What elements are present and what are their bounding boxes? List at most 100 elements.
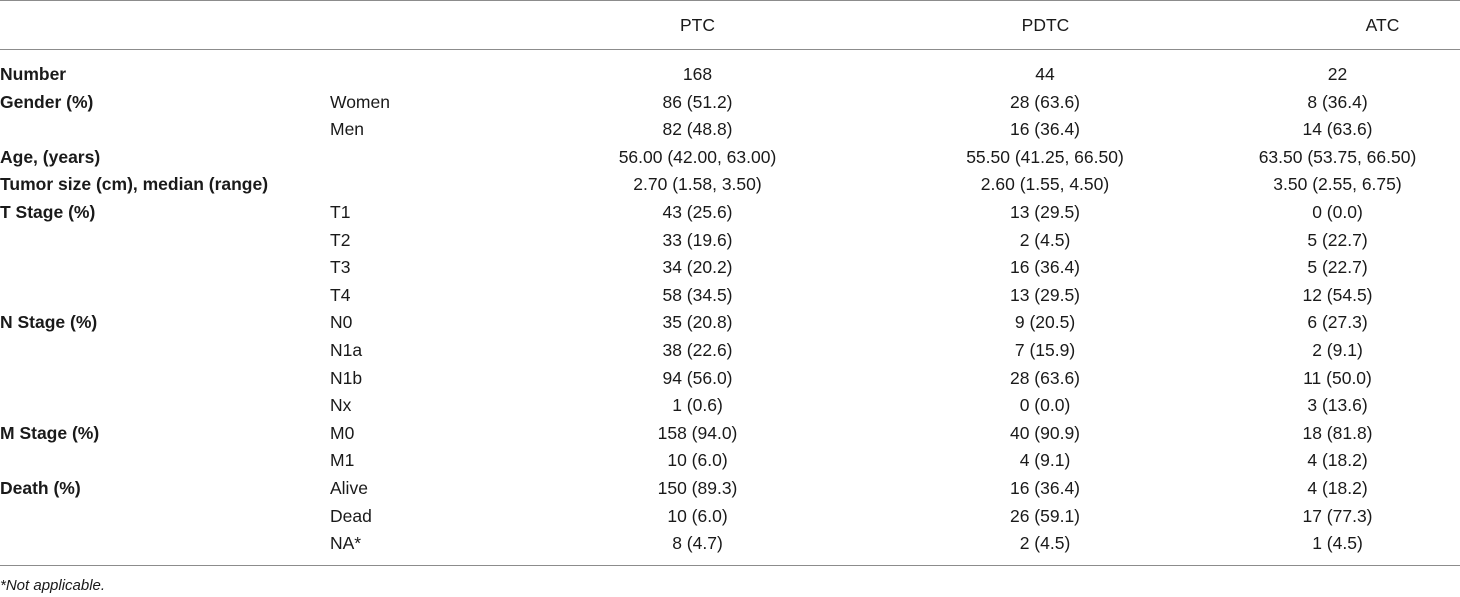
subgroup-cell: N1b <box>330 367 363 388</box>
pdtc-value-cell: 55.50 (41.25, 66.50) <box>966 146 1124 167</box>
subgroup-cell: M0 <box>330 422 355 443</box>
ptc-value-cell: 58 (34.5) <box>662 284 733 305</box>
subgroup-cell: T4 <box>330 284 351 305</box>
ptc-value-cell: 8 (4.7) <box>672 533 723 554</box>
variable-cell <box>0 337 330 365</box>
pdtc-value-cell: 16 (36.4) <box>1009 119 1081 140</box>
table-row: N1b 94 (56.0) 28 (63.6) 11 (50.0) <box>0 365 1460 393</box>
atc-value-cell: 4 (18.2) <box>1307 477 1368 498</box>
pdtc-value-cell: 28 (63.6) <box>1009 91 1081 112</box>
column-header-ptc: PTC <box>680 15 715 35</box>
subgroup-cell: Dead <box>330 505 372 526</box>
variable-cell: Number <box>0 64 67 84</box>
table-row: Age, (years) 56.00 (42.00, 63.00) 55.50 (4… <box>0 144 1460 172</box>
table-row: T4 58 (34.5) 13 (29.5) 12 (54.5) <box>0 282 1460 310</box>
variable-cell: Tumor size (cm), median (range) <box>0 174 269 195</box>
ptc-value-cell: 168 <box>682 64 713 84</box>
subgroup-cell: N0 <box>330 312 353 333</box>
variable-cell: Age, (years) <box>0 146 101 167</box>
atc-value-cell: 3 (13.6) <box>1307 395 1368 416</box>
ptc-value-cell: 158 (94.0) <box>657 422 738 443</box>
atc-value-cell: 5 (22.7) <box>1307 229 1368 250</box>
variable-cell <box>0 447 330 475</box>
pdtc-value-cell: 28 (63.6) <box>1009 367 1081 388</box>
subgroup-cell: T3 <box>330 257 351 278</box>
table-header-rule <box>0 49 1460 50</box>
ptc-value-cell: 33 (19.6) <box>662 229 733 250</box>
variable-cell <box>0 503 330 531</box>
subgroup-cell: Alive <box>330 477 368 498</box>
variable-cell: M Stage (%) <box>0 422 100 443</box>
atc-value-cell: 3.50 (2.55, 6.75) <box>1273 174 1402 195</box>
table-bottom-rule <box>0 565 1460 566</box>
subgroup-cell: Men <box>330 119 365 140</box>
ptc-value-cell: 86 (51.2) <box>662 91 733 112</box>
pdtc-value-cell: 4 (9.1) <box>1019 450 1071 471</box>
table-row: T3 34 (20.2) 16 (36.4) 5 (22.7) <box>0 254 1460 282</box>
column-header-atc: ATC <box>1365 15 1400 35</box>
subgroup-cell <box>330 144 520 172</box>
atc-value-cell: 2 (9.1) <box>1312 339 1363 360</box>
table-row: N Stage (%) N0 35 (20.8) 9 (20.5) 6 (27.3) <box>0 309 1460 337</box>
pdtc-value-cell: 44 <box>1035 64 1055 84</box>
atc-value-cell: 8 (36.4) <box>1307 91 1368 112</box>
table-row: Dead 10 (6.0) 26 (59.1) 17 (77.3) <box>0 503 1460 531</box>
variable-cell <box>0 254 330 282</box>
table-row: Gender (%) Women 86 (51.2) 28 (63.6) 8 (36.4… <box>0 89 1460 117</box>
ptc-value-cell: 10 (6.0) <box>667 505 728 526</box>
pdtc-value-cell: 9 (20.5) <box>1014 312 1076 333</box>
table-row: Nx 1 (0.6) 0 (0.0) 3 (13.6) <box>0 392 1460 420</box>
pdtc-value-cell: 7 (15.9) <box>1014 339 1076 360</box>
variable-cell: Gender (%) <box>0 91 94 112</box>
atc-value-cell: 17 (77.3) <box>1302 505 1373 526</box>
ptc-value-cell: 150 (89.3) <box>657 477 738 498</box>
pdtc-value-cell: 2.60 (1.55, 4.50) <box>980 174 1110 195</box>
data-table: Number 168 44 22 Gender (%) Women 86 (51.2) 28 … <box>0 61 1460 558</box>
ptc-value-cell: 2.70 (1.58, 3.50) <box>633 174 762 195</box>
table-row: Men 82 (48.8) 16 (36.4) 14 (63.6) <box>0 116 1460 144</box>
pdtc-value-cell: 13 (29.5) <box>1009 201 1081 222</box>
pdtc-value-cell: 16 (36.4) <box>1009 477 1081 498</box>
atc-value-cell: 12 (54.5) <box>1302 284 1373 305</box>
ptc-value-cell: 10 (6.0) <box>667 450 728 471</box>
table-top-rule <box>0 0 1460 1</box>
table-row: Number 168 44 22 <box>0 61 1460 89</box>
subgroup-cell <box>330 171 520 199</box>
ptc-value-cell: 35 (20.8) <box>662 312 733 333</box>
pdtc-value-cell: 16 (36.4) <box>1009 257 1081 278</box>
atc-value-cell: 11 (50.0) <box>1303 367 1372 388</box>
atc-value-cell: 18 (81.8) <box>1302 422 1373 443</box>
atc-value-cell: 4 (18.2) <box>1307 450 1368 471</box>
pdtc-value-cell: 13 (29.5) <box>1009 284 1081 305</box>
ptc-value-cell: 1 (0.6) <box>672 395 723 416</box>
pdtc-value-cell: 2 (4.5) <box>1019 533 1071 554</box>
subgroup-cell: Women <box>330 91 390 112</box>
table-row: M1 10 (6.0) 4 (9.1) 4 (18.2) <box>0 447 1460 475</box>
table-row: M Stage (%) M0 158 (94.0) 40 (90.9) 18 (81.8… <box>0 420 1460 448</box>
subgroup-cell: NA* <box>330 533 362 554</box>
atc-value-cell: 63.50 (53.75, 66.50) <box>1258 146 1417 167</box>
table-row: NA* 8 (4.7) 2 (4.5) 1 (4.5) <box>0 530 1460 558</box>
subgroup-cell <box>330 61 520 89</box>
table-row: Tumor size (cm), median (range) 2.70 (1.5… <box>0 171 1460 199</box>
subgroup-cell: M1 <box>330 450 355 471</box>
table-row: T Stage (%) T1 43 (25.6) 13 (29.5) 0 (0.0) <box>0 199 1460 227</box>
atc-value-cell: 1 (4.5) <box>1312 533 1363 554</box>
subgroup-cell: N1a <box>330 339 363 360</box>
ptc-value-cell: 82 (48.8) <box>662 119 733 140</box>
table-footnote: *Not applicable. <box>0 577 106 594</box>
pdtc-value-cell: 26 (59.1) <box>1009 505 1081 526</box>
subgroup-cell: T2 <box>330 229 351 250</box>
subgroup-cell: T1 <box>330 201 351 222</box>
variable-cell: T Stage (%) <box>0 201 96 222</box>
variable-cell <box>0 392 330 420</box>
atc-value-cell: 6 (27.3) <box>1307 312 1368 333</box>
ptc-value-cell: 34 (20.2) <box>662 257 733 278</box>
pdtc-value-cell: 2 (4.5) <box>1019 229 1071 250</box>
variable-cell: N Stage (%) <box>0 312 98 333</box>
ptc-value-cell: 94 (56.0) <box>662 367 733 388</box>
atc-value-cell: 14 (63.6) <box>1302 119 1373 140</box>
variable-cell <box>0 530 330 558</box>
variable-cell: Death (%) <box>0 477 81 498</box>
variable-cell <box>0 116 330 144</box>
